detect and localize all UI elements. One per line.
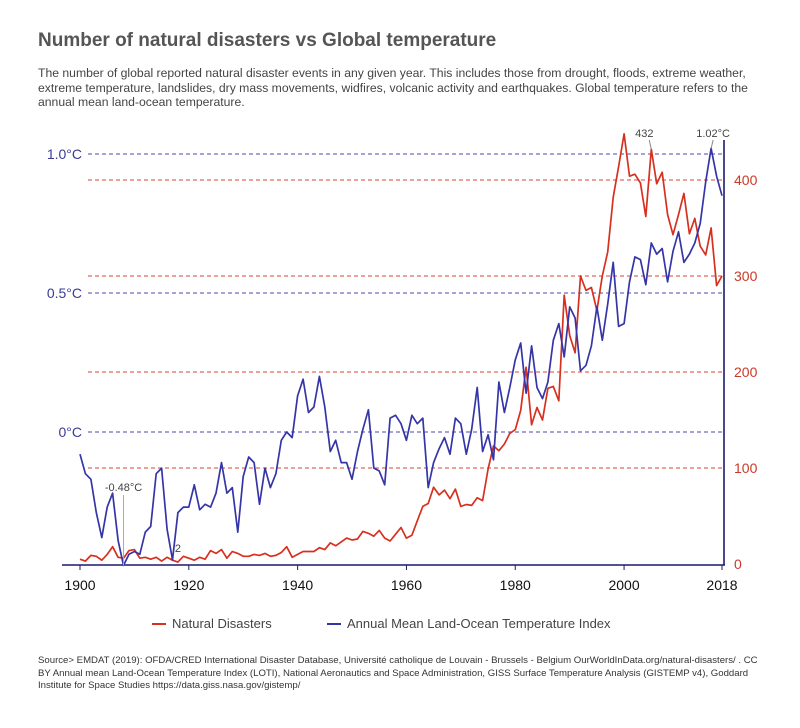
series-line-disasters	[79, 133, 723, 563]
axes	[62, 140, 725, 570]
annotations: -0.48°C 2 432 1.02°C	[105, 128, 730, 566]
series-lines	[79, 133, 723, 567]
x-tick-label-6: 2018	[706, 577, 737, 593]
right-tick-label-1: 100	[734, 460, 758, 476]
legend: Natural Disasters Annual Mean Land-Ocean …	[152, 616, 611, 631]
legend-label-temperature: Annual Mean Land-Ocean Temperature Index	[347, 616, 611, 631]
x-tick-label-1: 1920	[173, 577, 204, 593]
left-tick-label-1: 0.5°C	[47, 285, 82, 301]
annotation-leader-3	[710, 139, 714, 149]
legend-label-disasters: Natural Disasters	[172, 616, 272, 631]
x-tick-label-2: 1940	[282, 577, 313, 593]
annotation-leader-2	[648, 139, 652, 150]
x-tick-label-0: 1900	[64, 577, 95, 593]
tick-labels: 0 100 200 300 400 0°C 0.5°C 1.0°C 1900 1920 1940 19…	[47, 146, 758, 593]
chart-subtitle: The number of global reported natural di…	[38, 66, 748, 109]
x-tick-label-3: 1960	[391, 577, 422, 593]
chart-title: Number of natural disasters vs Global te…	[38, 30, 497, 51]
annotation-label-1: 2	[175, 543, 181, 555]
series-line-temperature	[79, 147, 723, 567]
x-tick-label-4: 1980	[500, 577, 531, 593]
left-tick-label-2: 1.0°C	[47, 146, 82, 162]
gridlines	[88, 153, 724, 469]
source-note: Source> EMDAT (2019): OFDA/CRED Internat…	[38, 655, 758, 691]
x-tick-label-5: 2000	[608, 577, 639, 593]
annotation-label-3: 1.02°C	[696, 128, 730, 140]
right-tick-label-0: 0	[734, 556, 742, 572]
annotation-label-2: 432	[635, 128, 653, 140]
right-tick-label-2: 200	[734, 364, 758, 380]
right-tick-label-3: 300	[734, 268, 758, 284]
left-tick-label-0: 0°C	[59, 424, 83, 440]
annotation-label-0: -0.48°C	[105, 482, 142, 494]
right-tick-label-4: 400	[734, 172, 758, 188]
